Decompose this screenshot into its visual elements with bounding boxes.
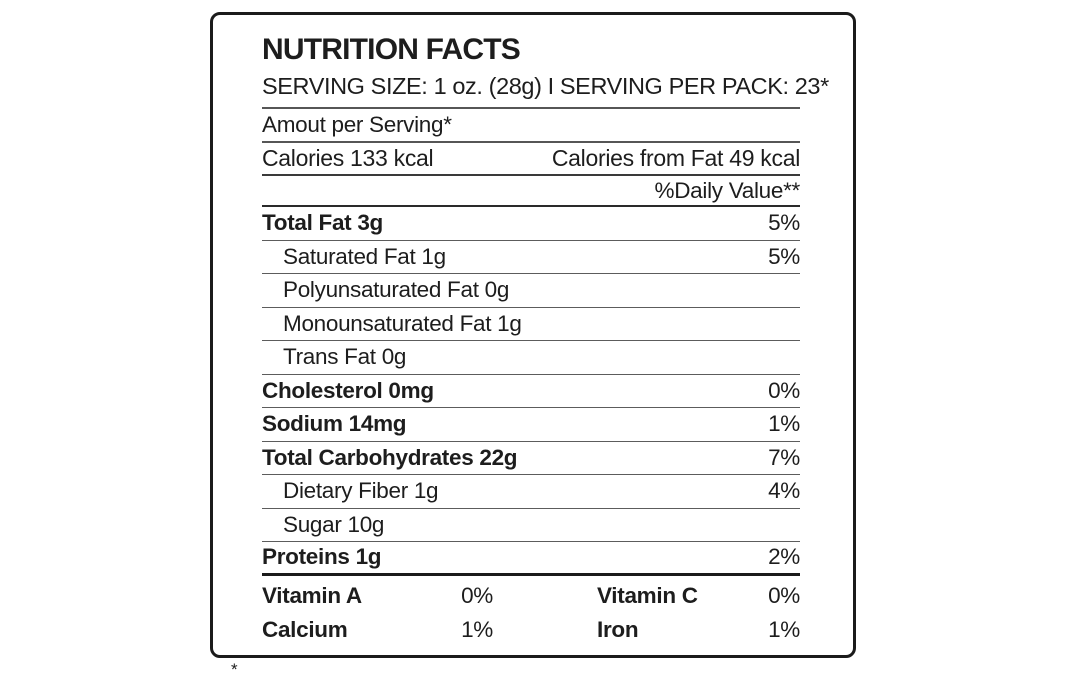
table-row: Dietary Fiber 1g 4%: [262, 475, 800, 509]
calories-row: Calories 133 kcal Calories from Fat 49 k…: [262, 143, 800, 176]
serving-size-row: SERVING SIZE: 1 oz. (28g) I SERVING PER …: [262, 65, 829, 109]
nutrient-label: Polyunsaturated Fat 0g: [283, 277, 510, 303]
nutrient-rows: Total Fat 3g 5% Saturated Fat 1g 5% Poly…: [262, 207, 800, 576]
micronutrient-row: Calcium 1% Iron 1%: [262, 613, 800, 647]
micronutrient-value: 1%: [768, 616, 800, 642]
micronutrient-value: 0%: [461, 582, 493, 608]
micronutrient-row: Vitamin A 0% Vitamin C 0%: [262, 579, 800, 613]
nutrient-value: 2%: [768, 544, 800, 570]
nutrient-label: Sodium 14mg: [262, 411, 407, 437]
nutrient-label: Total Fat 3g: [262, 210, 383, 236]
nutrient-label: Dietary Fiber 1g: [283, 478, 439, 504]
nutrient-value: 5%: [768, 243, 800, 269]
table-row: Saturated Fat 1g 5%: [262, 241, 800, 274]
serving-size-text: SERVING SIZE: 1 oz. (28g) I SERVING PER …: [262, 73, 829, 99]
nutrient-value: 1%: [768, 411, 800, 437]
table-row: Cholesterol 0mg 0%: [262, 375, 800, 408]
nutrient-label: Cholesterol 0mg: [262, 377, 434, 403]
nutrient-label: Saturated Fat 1g: [283, 243, 446, 269]
nutrient-label: Total Carbohydrates 22g: [262, 444, 518, 470]
micronutrient-value: 0%: [768, 582, 800, 608]
micronutrient-label: Vitamin A: [262, 582, 362, 608]
daily-value-heading-row: %Daily Value**: [262, 176, 800, 207]
table-row: Polyunsaturated Fat 0g: [262, 274, 800, 308]
table-row: Trans Fat 0g: [262, 341, 800, 375]
nutrient-label: Sugar 10g: [283, 511, 385, 537]
nutrition-facts-label: NUTRITION FACTS SERVING SIZE: 1 oz. (28g…: [210, 12, 856, 658]
table-row: Proteins 1g 2%: [262, 542, 800, 576]
table-row: Sugar 10g: [262, 509, 800, 542]
nutrient-label: Proteins 1g: [262, 544, 382, 570]
calories-text: Calories 133 kcal: [262, 145, 434, 171]
micronutrient-label: Calcium: [262, 616, 348, 642]
nutrient-value: 7%: [768, 444, 800, 470]
page-title: NUTRITION FACTS: [262, 33, 521, 66]
table-row: Total Fat 3g 5%: [262, 207, 800, 241]
title-row: NUTRITION FACTS: [262, 15, 800, 65]
footnote-marker: *: [231, 660, 238, 679]
micronutrient-label: Vitamin C: [597, 582, 698, 608]
calories-from-fat-text: Calories from Fat 49 kcal: [551, 145, 800, 171]
micronutrient-value: 1%: [461, 616, 493, 642]
daily-value-heading: %Daily Value**: [654, 177, 801, 203]
micronutrient-rows: Vitamin A 0% Vitamin C 0% Calcium 1% Iro…: [262, 576, 800, 647]
table-row: Monounsaturated Fat 1g: [262, 308, 800, 341]
amount-per-serving-text: Amout per Serving*: [262, 112, 452, 137]
nutrient-label: Trans Fat 0g: [283, 344, 407, 370]
nutrient-value: 5%: [768, 210, 800, 236]
table-row: Sodium 14mg 1%: [262, 408, 800, 442]
nutrient-value: 0%: [768, 377, 800, 403]
amount-per-serving-row: Amout per Serving*: [262, 109, 800, 143]
nutrient-value: 4%: [768, 478, 800, 504]
micronutrient-label: Iron: [597, 616, 639, 642]
table-row: Total Carbohydrates 22g 7%: [262, 442, 800, 475]
nutrient-label: Monounsaturated Fat 1g: [283, 310, 522, 336]
